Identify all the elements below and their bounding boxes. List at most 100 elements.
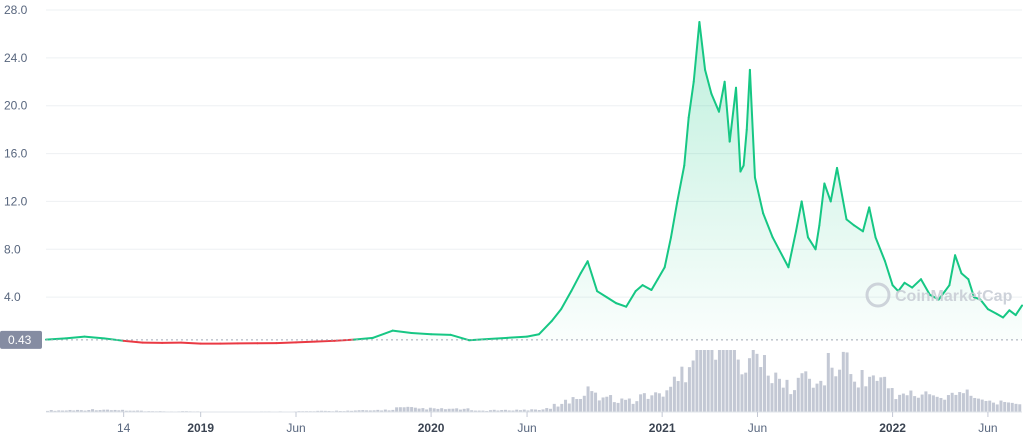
volume-bar: [928, 394, 932, 412]
volume-bar: [905, 395, 909, 412]
baseline-label: 0.43: [8, 333, 32, 347]
watermark: CoinMarketCap: [865, 282, 1013, 308]
volume-bar: [109, 410, 113, 412]
y-tick-label: 12.0: [4, 194, 28, 208]
price-line-segment: [122, 339, 144, 344]
volume-bar: [567, 403, 571, 412]
volume-bar: [511, 410, 515, 412]
price-line-segment: [717, 80, 726, 113]
volume-bar: [515, 409, 519, 412]
volume-bar: [691, 360, 695, 412]
price-line-segment: [710, 92, 720, 113]
volume-bar: [365, 410, 369, 412]
y-tick-label: 8.0: [4, 242, 21, 256]
price-line-segment: [506, 335, 529, 339]
volume-bar: [61, 410, 65, 412]
volume-bar: [909, 390, 913, 412]
volume-bar: [455, 408, 459, 412]
volume-bar: [387, 410, 391, 412]
volume-bar: [680, 366, 684, 412]
price-line-segment: [814, 224, 821, 251]
price-line-segment: [735, 86, 742, 173]
price-line-segment: [928, 293, 940, 301]
volume-bar: [620, 398, 624, 412]
volume-bar: [560, 403, 564, 412]
volume-bar: [834, 376, 838, 412]
price-line-segment: [650, 278, 659, 291]
volume-bar: [669, 386, 673, 412]
volume-bar: [717, 350, 721, 412]
volume-bar: [1018, 404, 1022, 412]
price-line-segment: [818, 182, 826, 227]
volume-bar: [969, 395, 973, 412]
volume-bar: [594, 392, 598, 412]
volume-bar: [380, 410, 384, 412]
volume-bar: [586, 386, 590, 412]
volume-bar: [496, 410, 500, 412]
volume-bar: [766, 375, 770, 412]
price-line-segment: [986, 308, 998, 315]
price-line-segment: [586, 260, 599, 293]
price-line-segment: [103, 337, 125, 342]
price-line-segment: [874, 236, 887, 263]
volume-bar: [800, 373, 804, 412]
volume-bar: [383, 409, 387, 412]
volume-bar: [72, 410, 76, 412]
price-line-segment: [919, 278, 931, 296]
volume-bar: [721, 350, 725, 412]
volume-bar: [537, 410, 541, 412]
volume-bar: [639, 394, 643, 412]
volume-bar: [353, 410, 357, 412]
volume-bar: [744, 372, 748, 412]
volume-bar: [920, 394, 924, 412]
volume-bar: [518, 410, 522, 412]
volume-bar: [612, 402, 616, 412]
price-line-segment: [787, 230, 797, 269]
volume-bar: [534, 409, 538, 412]
volume-bar: [894, 399, 898, 412]
volume-bar: [443, 409, 447, 412]
volume-bar: [350, 410, 354, 412]
price-line-segment: [372, 329, 394, 339]
volume-bar: [706, 350, 710, 412]
volume-bar: [781, 387, 785, 412]
volume-bar: [406, 406, 410, 412]
volume-bar: [391, 409, 395, 412]
volume-bar: [46, 410, 50, 412]
volume-bar: [875, 380, 879, 412]
price-line-segment: [762, 212, 774, 239]
price-line-segment: [845, 218, 856, 227]
price-line-segment: [641, 284, 653, 291]
volume-bar: [732, 350, 736, 412]
volume-bar: [935, 396, 939, 412]
volume-bar: [473, 410, 477, 412]
price-line-segment: [739, 164, 745, 173]
price-line-segment: [884, 260, 894, 287]
volume-bar: [132, 410, 136, 412]
price-line-segment: [526, 333, 541, 338]
volume-bar: [549, 408, 553, 412]
volume-bar: [556, 406, 560, 412]
volume-bar: [898, 394, 902, 412]
volume-bar: [747, 358, 751, 412]
volume-bar: [117, 410, 121, 412]
volume-bar: [421, 408, 425, 412]
price-line-segment: [1002, 309, 1011, 319]
volume-bar: [1010, 402, 1014, 412]
price-area-fill: [46, 21, 1022, 340]
volume-bar: [901, 393, 905, 412]
volume-bar: [357, 410, 361, 412]
volume-bar: [335, 410, 339, 412]
baseline-badge: 0.43: [0, 330, 42, 349]
volume-bar: [440, 408, 444, 412]
price-line-segment: [979, 298, 989, 311]
volume-bar: [624, 399, 628, 412]
volume-bar: [774, 372, 778, 412]
price-line-segment: [960, 272, 970, 281]
volume-bar: [687, 367, 691, 412]
volume-bar: [526, 410, 530, 412]
volume-bar: [684, 382, 688, 412]
price-line-segment: [794, 200, 803, 233]
price-line-segment: [937, 290, 946, 301]
volume-bar: [507, 410, 511, 412]
